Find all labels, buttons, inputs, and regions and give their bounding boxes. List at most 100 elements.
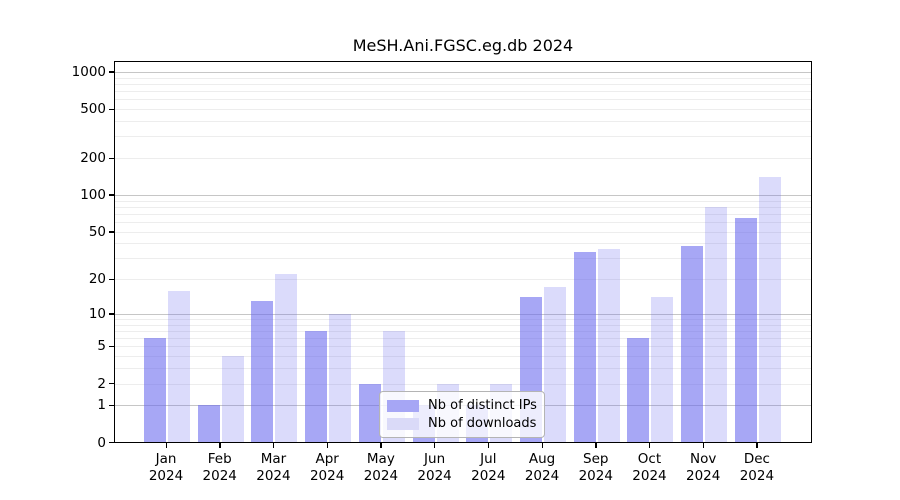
x-tick-mark <box>380 443 382 448</box>
bar-distinct-ips-sep <box>573 251 596 442</box>
y-tick-mark <box>109 442 114 444</box>
major-gridline <box>115 71 811 73</box>
minor-gridline <box>115 243 811 245</box>
x-tick-label: Feb 2024 <box>202 451 237 484</box>
y-tick-mark <box>109 313 114 315</box>
minor-gridline <box>115 319 811 320</box>
minor-gridline <box>115 231 811 233</box>
bar-distinct-ips-apr <box>305 330 328 442</box>
minor-gridline <box>115 330 811 332</box>
legend-label-distinct-ips: Nb of distinct IPs <box>428 398 537 413</box>
legend-swatch-downloads <box>387 417 419 430</box>
x-tick-label: May 2024 <box>363 451 399 484</box>
minor-gridline <box>115 356 811 358</box>
bar-downloads-aug <box>544 287 567 442</box>
y-tick-label: 50 <box>88 223 106 240</box>
bar-downloads-feb <box>221 356 244 442</box>
bar-downloads-mar <box>275 274 298 442</box>
minor-gridline <box>115 258 811 260</box>
y-tick-mark <box>109 108 114 110</box>
y-tick-label: 1 <box>97 397 106 414</box>
minor-gridline <box>115 136 811 138</box>
chart-title: MeSH.Ani.FGSC.eg.db 2024 <box>352 36 574 55</box>
plot-area <box>114 61 812 443</box>
y-tick-label: 20 <box>88 271 106 288</box>
bar-distinct-ips-may <box>358 383 381 442</box>
x-tick-mark <box>487 443 490 448</box>
y-tick-mark <box>109 157 114 159</box>
y-tick-mark <box>109 404 114 407</box>
y-tick-label: 200 <box>80 150 106 167</box>
x-tick-mark <box>326 443 329 448</box>
x-tick-label: Jun 2024 <box>417 451 452 484</box>
bar-distinct-ips-feb <box>197 405 220 442</box>
bar-distinct-ips-mar <box>251 300 274 442</box>
x-tick-label: Oct 2024 <box>632 451 667 484</box>
x-tick-mark <box>648 443 651 448</box>
legend-item-downloads: Nb of downloads <box>387 415 537 432</box>
bar-downloads-nov <box>705 206 728 442</box>
minor-gridline <box>115 109 811 111</box>
legend-swatch-distinct-ips <box>387 399 419 412</box>
bar-downloads-sep <box>597 248 620 442</box>
bar-distinct-ips-nov <box>681 246 704 442</box>
minor-gridline <box>115 324 811 326</box>
minor-gridline <box>115 213 811 215</box>
y-tick-mark <box>109 231 114 233</box>
y-tick-mark <box>109 345 114 348</box>
legend-label-downloads: Nb of downloads <box>428 416 537 431</box>
minor-gridline <box>115 206 811 208</box>
major-gridline <box>115 194 811 196</box>
y-tick-label: 2 <box>97 375 106 392</box>
minor-gridline <box>115 368 811 370</box>
x-tick-mark <box>541 443 543 448</box>
y-tick-mark <box>109 71 114 73</box>
y-tick-label: 500 <box>80 101 106 118</box>
bar-distinct-ips-jan <box>144 338 166 442</box>
minor-gridline <box>115 83 811 85</box>
y-tick-label: 5 <box>97 338 106 355</box>
minor-gridline <box>115 222 811 223</box>
minor-gridline <box>115 77 811 79</box>
minor-gridline <box>115 279 811 281</box>
x-tick-label: Dec 2024 <box>739 451 775 484</box>
minor-gridline <box>115 383 811 385</box>
bar-downloads-oct <box>651 297 674 442</box>
y-tick-mark <box>109 194 114 196</box>
minor-gridline <box>115 338 811 340</box>
x-tick-mark <box>702 443 705 448</box>
bar-downloads-apr <box>329 313 352 442</box>
minor-gridline <box>115 121 811 122</box>
legend: Nb of distinct IPs Nb of downloads <box>379 391 545 438</box>
x-tick-mark <box>165 443 167 448</box>
minor-gridline <box>115 91 811 93</box>
bar-downloads-jan <box>168 290 190 442</box>
major-gridline <box>115 313 811 315</box>
y-tick-label: 100 <box>80 186 106 203</box>
x-tick-mark <box>219 443 221 448</box>
x-tick-mark <box>434 443 436 448</box>
bar-distinct-ips-dec <box>734 217 757 442</box>
y-tick-mark <box>109 278 114 281</box>
y-tick-mark <box>109 383 114 385</box>
x-tick-mark <box>272 443 275 448</box>
minor-gridline <box>115 346 811 348</box>
x-tick-label: Aug 2024 <box>524 451 560 484</box>
x-tick-mark <box>595 443 597 448</box>
minor-gridline <box>115 99 811 101</box>
x-tick-label: Apr 2024 <box>309 451 345 484</box>
x-tick-label: Mar 2024 <box>256 451 291 484</box>
x-tick-mark <box>756 443 758 448</box>
minor-gridline <box>115 200 811 202</box>
x-tick-label: Nov 2024 <box>686 451 721 484</box>
legend-item-distinct-ips: Nb of distinct IPs <box>387 397 537 414</box>
y-tick-label: 10 <box>88 305 106 322</box>
minor-gridline <box>115 158 811 160</box>
x-tick-label: Jul 2024 <box>471 451 506 484</box>
bar-distinct-ips-oct <box>627 338 650 442</box>
x-tick-label: Jan 2024 <box>148 451 184 484</box>
y-tick-label: 0 <box>97 434 106 451</box>
bar-downloads-dec <box>758 177 781 442</box>
x-tick-label: Sep 2024 <box>578 451 613 484</box>
